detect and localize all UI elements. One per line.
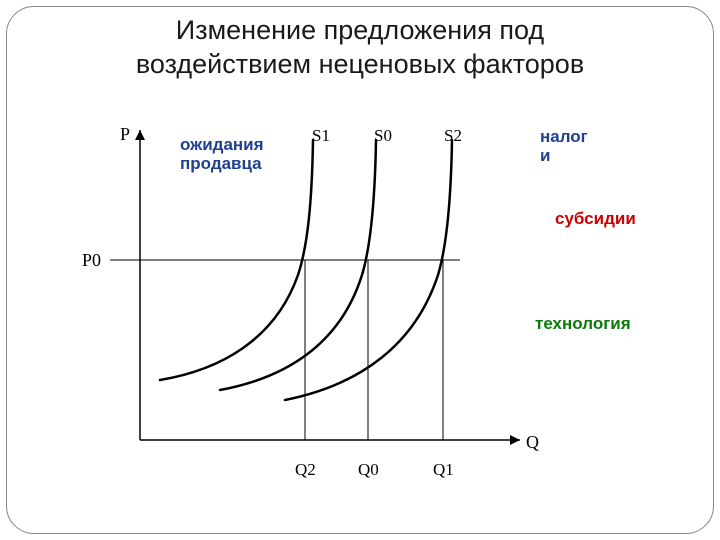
- curve-label-s2: S2: [444, 126, 462, 146]
- anno-technology: технология: [535, 315, 631, 334]
- anno-subsidies: субсидии: [555, 210, 636, 229]
- axis-label-p: P: [120, 124, 130, 145]
- axis-label-p0: P0: [82, 250, 101, 271]
- tick-label-q0: Q0: [358, 460, 379, 480]
- anno-taxes: налоги: [540, 128, 588, 165]
- curve-label-s1: S1: [312, 126, 330, 146]
- title-line-1: Изменение предложения под: [0, 14, 720, 48]
- supply-shift-chart: P Q P0 S1 S0 S2 Q2 Q0 Q1 ожиданияпродавц…: [60, 110, 660, 510]
- tick-label-q1: Q1: [433, 460, 454, 480]
- axis-label-q: Q: [526, 432, 539, 453]
- tick-label-q2: Q2: [295, 460, 316, 480]
- curve-label-s0: S0: [374, 126, 392, 146]
- anno-expectations: ожиданияпродавца: [180, 136, 264, 173]
- chart-svg: [60, 110, 660, 510]
- title-line-2: воздействием неценовых факторов: [0, 48, 720, 82]
- slide-title: Изменение предложения под воздействием н…: [0, 14, 720, 82]
